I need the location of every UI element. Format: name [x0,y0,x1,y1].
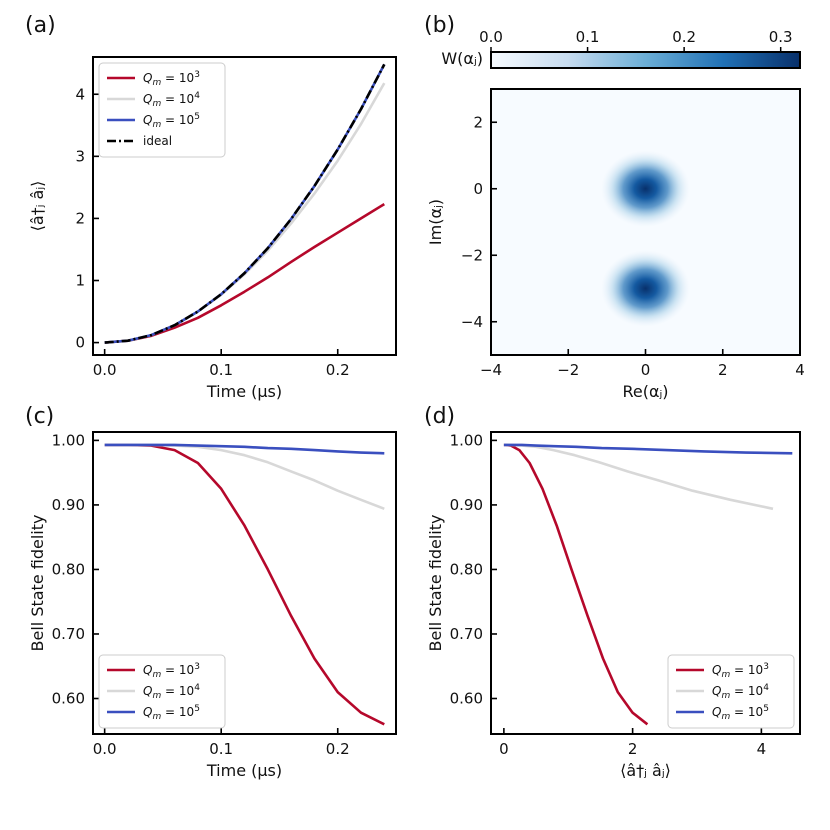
colorbar-tick-label: 0.1 [576,28,600,46]
legend-box [98,62,226,158]
series-line [104,443,385,455]
y-tick-label: 0.80 [52,560,85,578]
series-line [104,63,386,344]
axes-frame [92,431,397,735]
x-tick-label: 0 [499,740,509,758]
panel-label: (a) [25,13,56,38]
y-axis-label: Bell State fidelity [426,515,445,652]
x-tick-label: −2 [557,361,579,379]
legend-entry: ideal [143,134,172,148]
x-tick-label: 0.1 [209,740,233,758]
panel-d: 0 2 4 0.60 0.70 0.80 0.90 1.00 ⟨â†ⱼ âⱼ⟩ Bell Stat… [424,404,801,780]
y-tick-label: 0.60 [52,690,85,708]
x-axis-label: Re(αⱼ) [622,382,668,401]
legend-entry: Qm = 104 [143,683,200,701]
y-axis-label: ⟨â†ⱼ âⱼ⟩ [28,181,47,232]
legend-box [667,654,795,729]
x-tick-label: 0.1 [209,361,233,379]
x-tick-label: 4 [757,740,767,758]
x-tick-label: 0.2 [326,361,350,379]
y-tick-label: −2 [461,246,483,264]
x-axis-label: ⟨â†ⱼ âⱼ⟩ [620,761,671,780]
y-tick-label: 4 [75,85,85,103]
panel-c: 0.0 0.1 0.2 0.60 0.70 0.80 0.90 1.00 Time (μs) Be… [25,404,397,780]
y-tick-label: 0 [473,180,483,198]
colorbar-tick-label: 0.3 [769,28,793,46]
x-tick-label: 2 [628,740,638,758]
y-tick-label: 2 [75,209,85,227]
y-tick-label: 0.90 [450,496,483,514]
wigner-peak [601,250,690,327]
axes-frame [490,88,801,356]
legend-entry: Qm = 105 [143,112,200,130]
y-tick-label: 0.70 [52,625,85,643]
x-tick-label: 0.2 [326,740,350,758]
legend-entry: Qm = 105 [712,704,769,722]
x-tick-label: 4 [795,361,805,379]
colorbar [490,51,801,69]
y-tick-label: 0.90 [52,496,85,514]
colorbar-label: W(αⱼ) [441,49,483,68]
y-tick-label: 1.00 [52,431,85,449]
wigner-peak [601,150,690,227]
x-tick-label: 2 [718,361,728,379]
y-axis-label: Im(αⱼ) [426,199,445,245]
panel-label: (b) [424,13,455,38]
axes-frame [490,431,801,735]
x-axis-label: Time (μs) [206,382,282,401]
y-tick-label: 2 [473,113,483,131]
colorbar-tick-label: 0.2 [672,28,696,46]
legend-entry: Qm = 104 [712,683,769,701]
x-axis-label: Time (μs) [206,761,282,780]
x-tick-label: 0.0 [93,740,117,758]
x-tick-label: 0.0 [93,361,117,379]
panel-label: (d) [424,404,455,429]
y-tick-label: 1 [75,272,85,290]
legend-entry: Qm = 105 [143,704,200,722]
x-tick-label: −4 [480,361,502,379]
y-tick-label: 3 [75,147,85,165]
y-tick-label: −4 [461,313,483,331]
axes-frame [92,56,397,356]
legend-box [98,654,226,729]
legend-entry: Qm = 103 [143,662,200,680]
y-tick-label: 0 [75,334,85,352]
panel-b: −4 −2 0 2 4 −4 −2 0 2 Re(αⱼ) Im(αⱼ) (b) 0.0 0.1 0.2 0.3… [424,13,805,401]
legend-entry: Qm = 103 [143,70,200,88]
x-tick-label: 0 [641,361,651,379]
y-tick-label: 0.70 [450,625,483,643]
y-tick-label: 0.60 [450,690,483,708]
y-tick-label: 1.00 [450,431,483,449]
panel-label: (c) [25,404,54,429]
y-axis-label: Bell State fidelity [28,515,47,652]
series-line [503,443,793,455]
legend-entry: Qm = 104 [143,91,200,109]
legend-entry: Qm = 103 [712,662,769,680]
panel-a: 0.0 0.1 0.2 0 1 2 3 4 Time (μs) ⟨â†ⱼ âⱼ⟩ (a) Qm = 1… [25,13,397,401]
y-tick-label: 0.80 [450,560,483,578]
colorbar-tick-label: 0.0 [479,28,503,46]
